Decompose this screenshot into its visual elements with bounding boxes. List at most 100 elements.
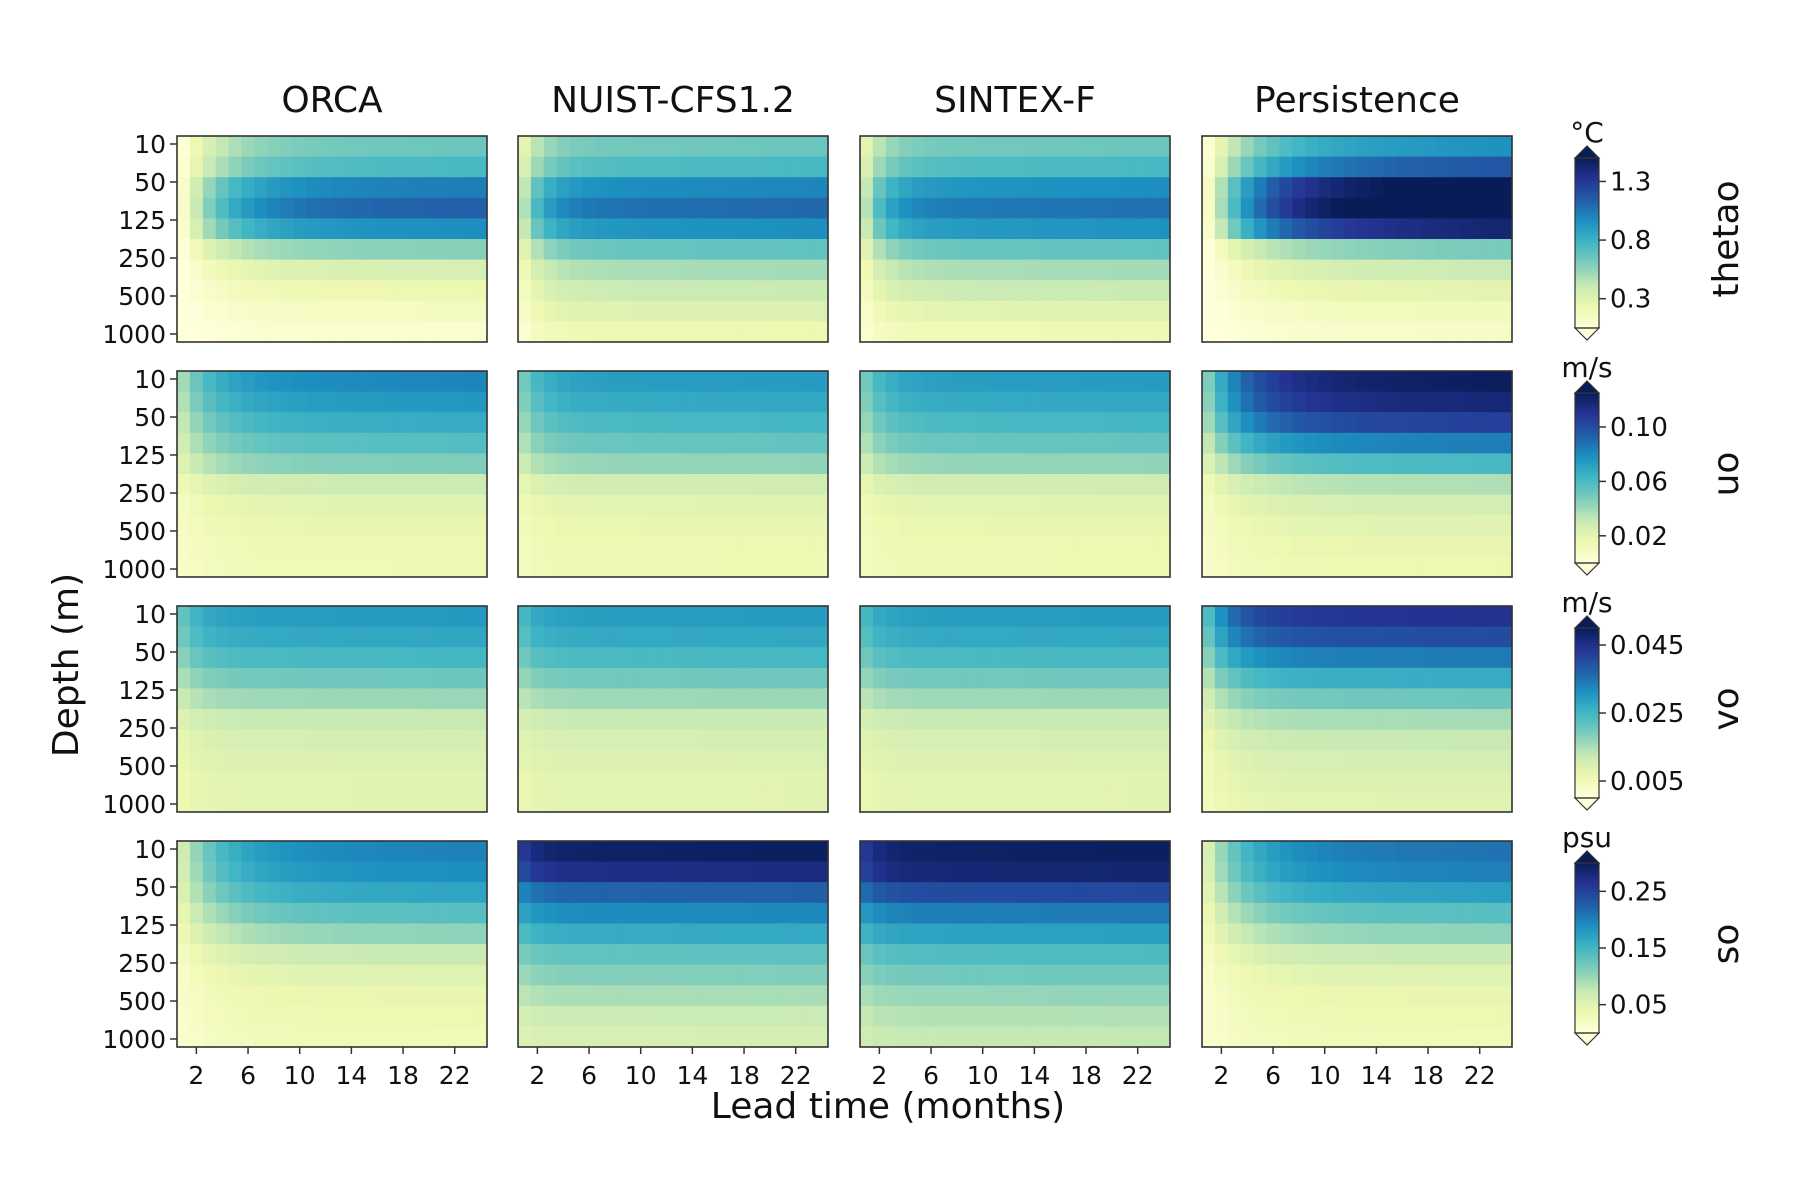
heatmap-cell <box>422 1005 436 1027</box>
heatmap-cell <box>789 985 803 1007</box>
heatmap-cell <box>543 902 558 924</box>
heatmap-cell <box>1486 177 1500 199</box>
heatmap-cell <box>802 770 816 792</box>
heatmap-cell <box>1253 770 1268 792</box>
heatmap-cell <box>357 453 372 475</box>
heatmap-cell <box>711 944 726 966</box>
heatmap-cell <box>634 177 648 199</box>
heatmap-cell <box>750 321 765 343</box>
heatmap-cell <box>474 626 488 648</box>
heatmap-cell <box>435 841 449 863</box>
variable-label: so <box>1706 924 1747 965</box>
heatmap-cell <box>595 688 610 710</box>
heatmap-cell <box>1202 177 1216 199</box>
heatmap-cell <box>1460 667 1474 689</box>
heatmap-cell <box>293 626 307 648</box>
heatmap-cell <box>396 136 411 158</box>
heatmap-cell <box>1382 709 1397 731</box>
heatmap-cell <box>685 156 700 178</box>
heatmap-cell <box>1002 985 1016 1007</box>
heatmap-cell <box>319 321 333 343</box>
heatmap-cell <box>989 902 1003 924</box>
heatmap-cell <box>319 902 333 924</box>
heatmap-cell <box>1079 667 1094 689</box>
heatmap-cell <box>963 770 977 792</box>
heatmap-cell <box>608 709 622 731</box>
heatmap-cell <box>228 474 243 496</box>
heatmap-cell <box>1434 371 1449 393</box>
colorbar-segment <box>1575 882 1599 887</box>
heatmap-cell <box>711 770 726 792</box>
colorbar-segment <box>1575 294 1599 298</box>
heatmap-cell <box>435 556 449 578</box>
heatmap-cell <box>1344 474 1358 496</box>
heatmap-cell <box>711 474 726 496</box>
heatmap-cell <box>698 535 713 557</box>
heatmap-cell <box>711 791 726 813</box>
heatmap-cell <box>1382 391 1397 413</box>
y-tick-label: 1000 <box>102 790 166 819</box>
colorbar-segment <box>1575 732 1599 737</box>
heatmap-cell <box>422 300 436 322</box>
colorbar-segment <box>1575 789 1599 793</box>
heatmap-cell <box>950 729 964 751</box>
heatmap-cell <box>1331 432 1345 454</box>
heatmap-cell <box>885 667 900 689</box>
heatmap-cell <box>1382 791 1397 813</box>
heatmap-cell <box>461 412 475 434</box>
colorbar-segment <box>1575 393 1599 397</box>
heatmap-cell <box>396 259 411 281</box>
heatmap-cell <box>647 280 661 302</box>
heatmap-cell <box>1279 259 1294 281</box>
heatmap-cell <box>383 709 398 731</box>
heatmap-cell <box>1105 177 1119 199</box>
x-tick-label: 10 <box>625 1061 657 1090</box>
heatmap-cell <box>911 882 926 904</box>
heatmap-cell <box>1266 709 1281 731</box>
heatmap-cell <box>1027 177 1042 199</box>
heatmap-cell <box>885 902 900 924</box>
heatmap-cell <box>860 709 874 731</box>
heatmap-cell <box>1227 535 1242 557</box>
heatmap-cell <box>569 300 584 322</box>
heatmap-cell <box>621 729 635 751</box>
heatmap-cell <box>1227 156 1242 178</box>
heatmap-cell <box>582 626 597 648</box>
heatmap-cell <box>1369 259 1384 281</box>
heatmap-cell <box>673 197 687 219</box>
heatmap-cell <box>789 841 803 863</box>
heatmap-cell <box>595 156 610 178</box>
heatmap-cell <box>1344 259 1358 281</box>
heatmap-cell <box>1408 280 1423 302</box>
heatmap-cell <box>1118 709 1132 731</box>
heatmap-cell <box>673 136 687 158</box>
heatmap-cell <box>1344 300 1358 322</box>
colorbar-segment <box>1575 543 1599 547</box>
colorbar-segment <box>1575 701 1599 706</box>
heatmap-cell <box>280 515 294 537</box>
heatmap-cell <box>409 515 424 537</box>
heatmap-cell <box>976 750 990 772</box>
heatmap-cell <box>1357 985 1371 1007</box>
heatmap-cell <box>435 371 449 393</box>
heatmap-cell <box>1434 882 1449 904</box>
heatmap-cell <box>950 136 964 158</box>
heatmap-cell <box>215 391 230 413</box>
heatmap-cell <box>1157 667 1171 689</box>
heatmap-cell <box>228 432 243 454</box>
heatmap-cell <box>518 729 532 751</box>
heatmap-cell <box>1473 218 1487 240</box>
heatmap-cell <box>1357 280 1371 302</box>
heatmap-cell <box>422 259 436 281</box>
heatmap-cell <box>582 770 597 792</box>
heatmap-cell <box>280 280 294 302</box>
heatmap-cell <box>1040 321 1055 343</box>
heatmap-cell <box>1253 964 1268 986</box>
colorbar-segment <box>1575 546 1599 550</box>
heatmap-cell <box>976 177 990 199</box>
heatmap-cell <box>177 606 191 628</box>
heatmap-cell <box>898 453 913 475</box>
heatmap-cell <box>1253 667 1268 689</box>
colorbar-unit: °C <box>1570 116 1604 149</box>
heatmap-cell <box>228 606 243 628</box>
